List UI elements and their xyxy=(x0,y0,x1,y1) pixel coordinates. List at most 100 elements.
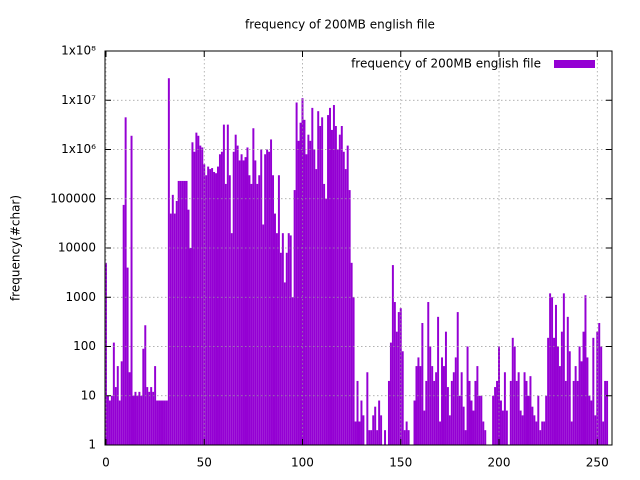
bar xyxy=(217,166,219,445)
bar xyxy=(146,387,149,445)
bar xyxy=(270,139,273,446)
bar xyxy=(262,224,265,445)
bar xyxy=(181,180,184,445)
bar xyxy=(356,380,359,445)
bar xyxy=(130,135,133,446)
bar xyxy=(393,302,396,445)
bar xyxy=(592,337,595,445)
bar xyxy=(236,145,239,445)
bar xyxy=(183,180,186,445)
bar xyxy=(533,415,536,445)
bar xyxy=(275,233,278,445)
bar xyxy=(562,293,565,445)
bar xyxy=(222,124,225,445)
bar xyxy=(346,145,349,445)
bar xyxy=(277,175,280,446)
bar xyxy=(407,430,410,445)
bar xyxy=(441,357,443,445)
bar xyxy=(193,151,196,446)
y-tick-label: 1x10⁷ xyxy=(61,93,96,107)
bar xyxy=(289,235,292,445)
bar xyxy=(446,387,449,445)
bar xyxy=(291,297,294,445)
bar xyxy=(387,380,390,445)
bar xyxy=(405,421,408,445)
bar xyxy=(116,366,119,445)
bar xyxy=(311,107,314,446)
bar xyxy=(541,421,544,445)
bar xyxy=(163,400,166,445)
bar xyxy=(134,391,137,445)
y-tick-label: 10 xyxy=(81,388,96,402)
bar xyxy=(307,134,310,446)
bar xyxy=(120,361,123,445)
bar xyxy=(152,391,155,445)
bar xyxy=(287,233,290,445)
bar xyxy=(303,119,306,446)
bar xyxy=(543,421,546,445)
bar xyxy=(250,183,253,446)
bar xyxy=(484,430,487,445)
bar xyxy=(503,372,506,445)
bar xyxy=(177,180,180,445)
bar xyxy=(384,430,387,445)
bar xyxy=(191,142,194,445)
y-tick-label: 1 xyxy=(88,438,96,452)
bar xyxy=(126,267,129,445)
bar xyxy=(372,415,375,445)
bar xyxy=(211,168,214,445)
bar xyxy=(555,304,557,445)
bar xyxy=(380,415,383,445)
bar xyxy=(264,154,267,445)
bar xyxy=(319,126,322,446)
bar xyxy=(179,180,182,445)
bar xyxy=(462,406,465,445)
bar xyxy=(519,410,522,445)
bar xyxy=(397,312,400,445)
bar xyxy=(315,169,318,445)
bar xyxy=(568,351,571,445)
bar xyxy=(218,154,221,445)
bar xyxy=(466,346,469,445)
bar xyxy=(395,331,398,445)
bar xyxy=(118,400,121,445)
bar xyxy=(456,312,459,445)
bar xyxy=(124,117,127,445)
bar xyxy=(370,430,373,445)
bar xyxy=(598,323,601,445)
bar xyxy=(148,391,151,445)
bar xyxy=(140,395,143,445)
bar xyxy=(602,421,605,445)
bar xyxy=(199,145,202,445)
bar xyxy=(606,380,609,445)
bar xyxy=(258,175,261,446)
bar xyxy=(279,252,282,445)
bar xyxy=(169,213,172,445)
bar xyxy=(437,316,440,445)
bar xyxy=(293,190,296,445)
bar xyxy=(175,201,178,445)
bar xyxy=(142,348,145,445)
y-axis-label: frequency(#char) xyxy=(9,195,23,301)
bar xyxy=(246,147,249,445)
bar xyxy=(160,400,162,445)
bar xyxy=(281,233,284,445)
bar xyxy=(464,430,467,445)
bar xyxy=(525,380,528,445)
bar xyxy=(201,147,204,445)
bar xyxy=(197,135,200,446)
bar xyxy=(584,295,587,445)
bar xyxy=(505,410,508,445)
bar xyxy=(419,366,422,445)
bar xyxy=(444,331,447,445)
bar xyxy=(161,400,164,445)
x-tick-label: 250 xyxy=(586,456,609,470)
bar xyxy=(480,395,483,445)
bar xyxy=(474,380,477,445)
bar xyxy=(350,262,353,445)
bar xyxy=(232,151,235,446)
bar xyxy=(167,78,170,445)
bar xyxy=(254,160,257,445)
bar xyxy=(325,198,328,445)
bar xyxy=(348,190,351,445)
